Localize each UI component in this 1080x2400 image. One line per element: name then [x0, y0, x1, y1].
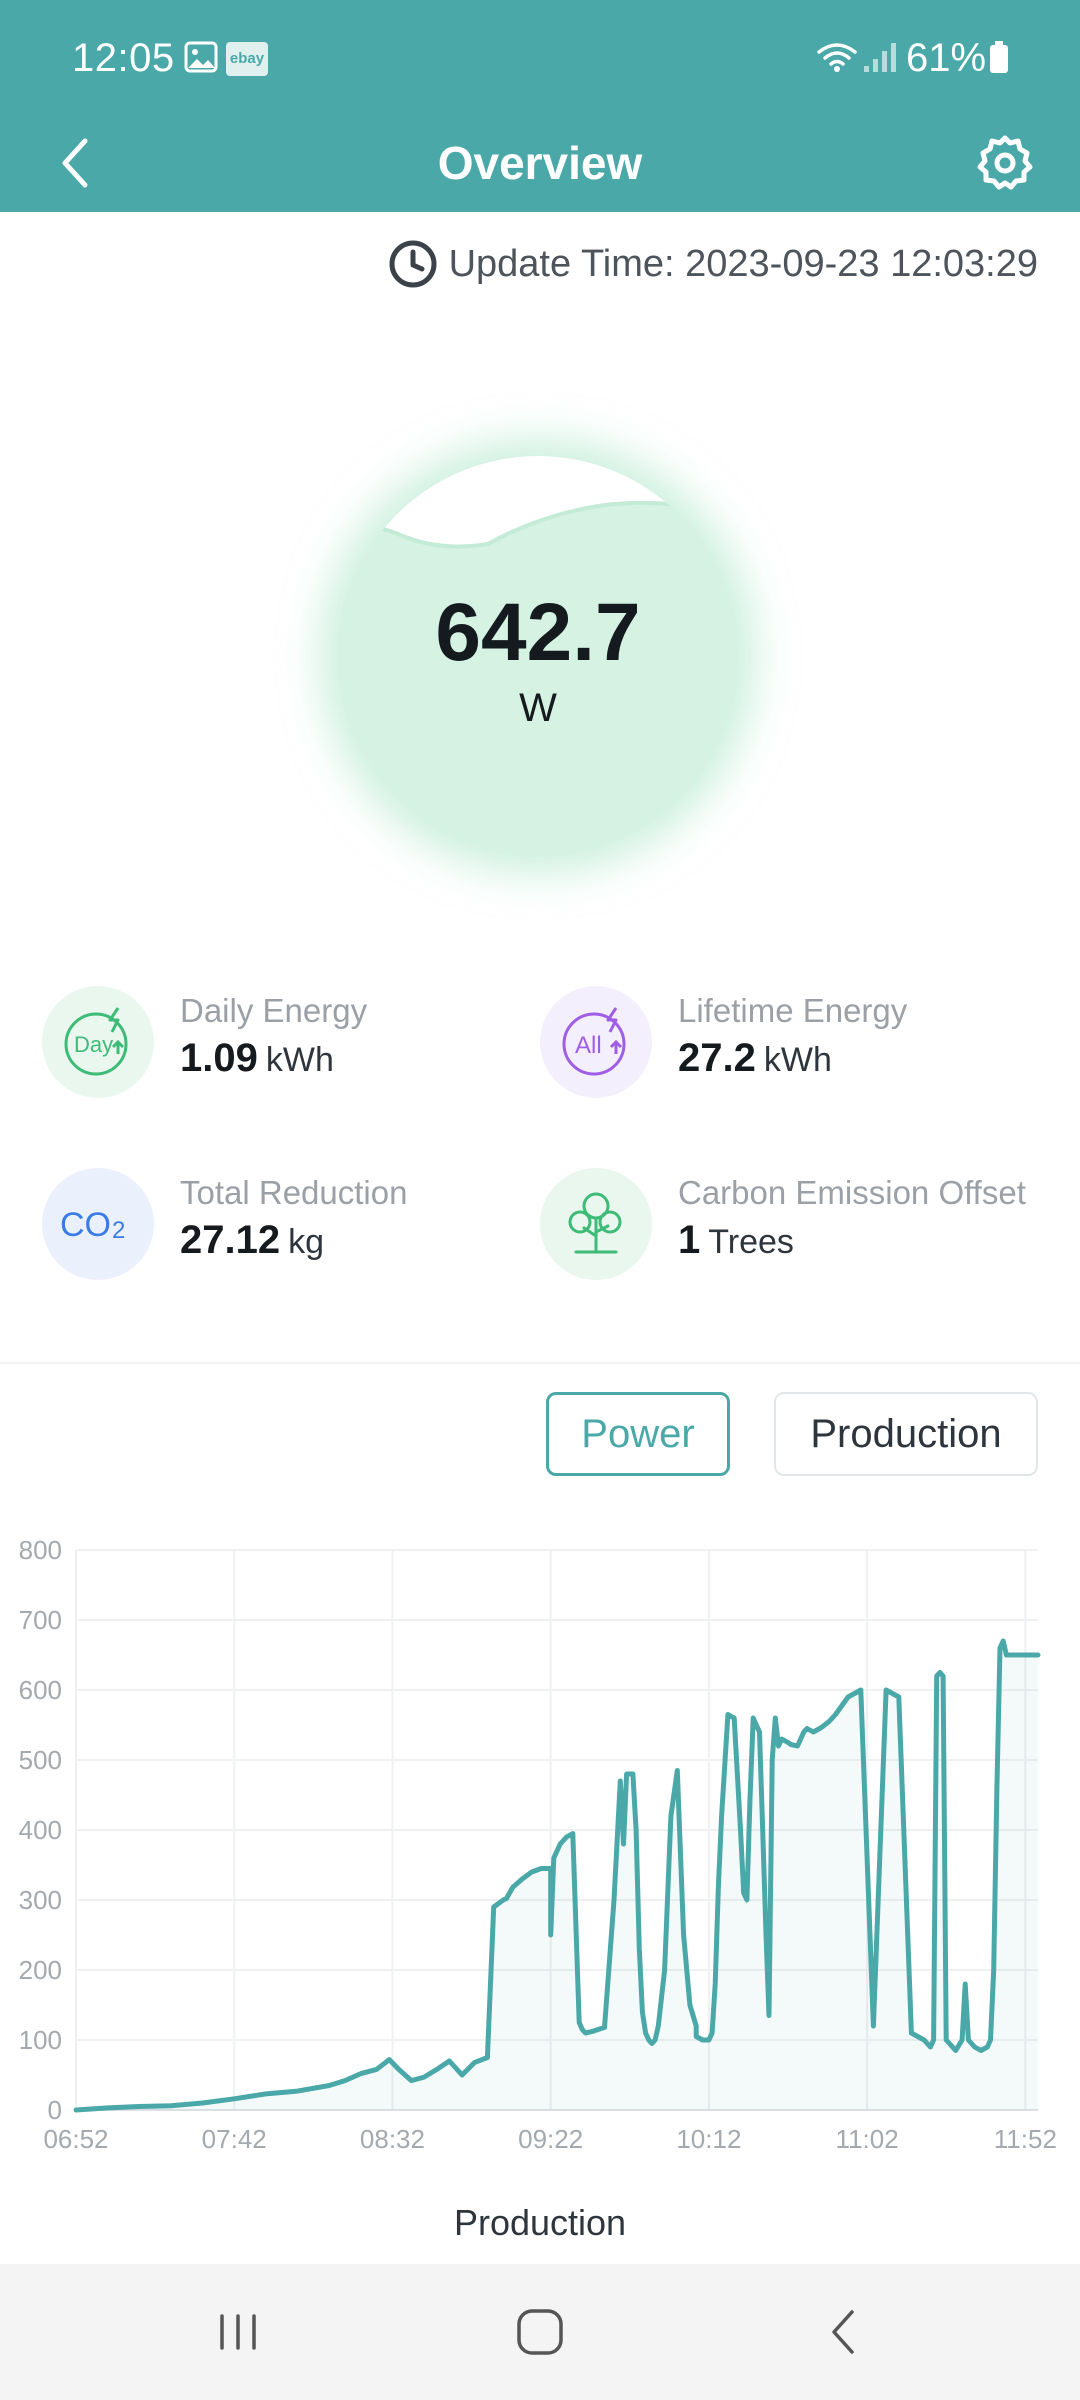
- settings-button[interactable]: [960, 118, 1050, 208]
- wifi-icon: [817, 43, 857, 72]
- clock-icon: [389, 240, 437, 288]
- lifetime-energy-value: 27.2: [678, 1036, 756, 1080]
- top-bar: 12:05 ebay 61% Ov: [0, 0, 1080, 212]
- daily-energy-unit: kWh: [265, 1041, 334, 1079]
- status-time: 12:05: [72, 36, 175, 80]
- nav-back-button[interactable]: [784, 2292, 904, 2372]
- x-tick-label: 11:02: [836, 2124, 899, 2154]
- total-reduction-value: 27.12: [180, 1218, 281, 1262]
- y-tick-label: 600: [19, 1675, 62, 1705]
- lifetime-energy-label: Lifetime Energy: [678, 992, 908, 1029]
- signal-icon: [864, 43, 896, 72]
- y-tick-label: 300: [19, 1885, 62, 1915]
- x-tick-label: 09:22: [518, 2124, 583, 2154]
- current-power-unit: W: [519, 686, 557, 730]
- image-icon: [184, 41, 218, 73]
- x-tick-label: 07:42: [202, 2124, 267, 2154]
- stat-lifetime-energy: All Lifetime Energy 27.2 kWh: [540, 986, 907, 1098]
- y-tick-label: 700: [19, 1605, 62, 1635]
- ebay-icon: ebay: [226, 42, 268, 76]
- recents-button[interactable]: [178, 2292, 298, 2372]
- production-toggle-button[interactable]: Production: [774, 1392, 1038, 1476]
- y-tick-label: 800: [19, 1540, 62, 1565]
- svg-text:All: All: [575, 1032, 602, 1059]
- x-tick-label: 08:32: [360, 2124, 425, 2154]
- stat-daily-energy: Day Daily Energy 1.09 kWh: [42, 986, 367, 1098]
- series-area: [76, 1641, 1038, 2110]
- chevron-left-icon: [62, 138, 88, 188]
- svg-text:CO: CO: [60, 1206, 111, 1244]
- y-tick-label: 200: [19, 1955, 62, 1985]
- carbon-offset-unit: Trees: [708, 1223, 794, 1261]
- current-power-value: 642.7: [435, 587, 641, 678]
- recents-icon: [220, 2314, 256, 2350]
- svg-text:Day: Day: [74, 1032, 113, 1057]
- x-tick-label: 11:52: [994, 2124, 1057, 2154]
- day-energy-icon: Day: [42, 986, 154, 1098]
- stat-carbon-offset: Carbon Emission Offset 1 Trees: [540, 1168, 1026, 1280]
- total-reduction-label: Total Reduction: [180, 1174, 408, 1211]
- co2-icon: CO 2: [42, 1168, 154, 1280]
- series-line: [73, 1638, 1041, 2113]
- page-title: Overview: [437, 137, 643, 189]
- y-tick-label: 0: [48, 2095, 62, 2125]
- y-tick-label: 500: [19, 1745, 62, 1775]
- gear-icon: [977, 135, 1033, 190]
- x-tick-label: 06:52: [43, 2124, 108, 2154]
- back-button[interactable]: [30, 118, 120, 208]
- battery-icon: [990, 41, 1008, 73]
- back-icon: [832, 2310, 854, 2354]
- app-header: Overview: [0, 118, 1080, 212]
- battery-percent: 61%: [906, 36, 987, 80]
- y-tick-label: 100: [19, 2025, 62, 2055]
- chart-caption: Production: [453, 2202, 627, 2243]
- power-toggle-button[interactable]: Power: [546, 1392, 730, 1476]
- home-button[interactable]: [480, 2292, 600, 2372]
- tree-icon: [540, 1168, 652, 1280]
- power-wave: [338, 456, 738, 549]
- daily-energy-label: Daily Energy: [180, 992, 368, 1029]
- update-time-text: Update Time: 2023-09-23 12:03:29: [448, 242, 1038, 285]
- svg-text:2: 2: [112, 1217, 125, 1244]
- daily-energy-value: 1.09: [180, 1036, 258, 1080]
- status-bar: 12:05 ebay 61%: [0, 0, 1080, 118]
- total-reduction-unit: kg: [288, 1223, 325, 1261]
- carbon-offset-label: Carbon Emission Offset: [678, 1174, 1026, 1211]
- carbon-offset-value: 1: [678, 1218, 701, 1262]
- stat-total-reduction: CO 2 Total Reduction 27.12 kg: [42, 1168, 407, 1280]
- section-divider: [0, 1362, 1080, 1364]
- power-gauge: 642.7 W: [338, 456, 738, 856]
- y-tick-label: 400: [19, 1815, 62, 1845]
- home-icon: [517, 2309, 563, 2355]
- x-tick-label: 10:12: [676, 2124, 741, 2154]
- lifetime-energy-unit: kWh: [763, 1041, 832, 1079]
- update-time: Update Time: 2023-09-23 12:03:29: [387, 236, 1038, 292]
- all-energy-icon: All: [540, 986, 652, 1098]
- power-chart: 0 100 200 300 400 500 600 700 800 06:52 07:42 08:32…: [19, 1540, 1057, 2154]
- system-nav-bar: [0, 2264, 1080, 2400]
